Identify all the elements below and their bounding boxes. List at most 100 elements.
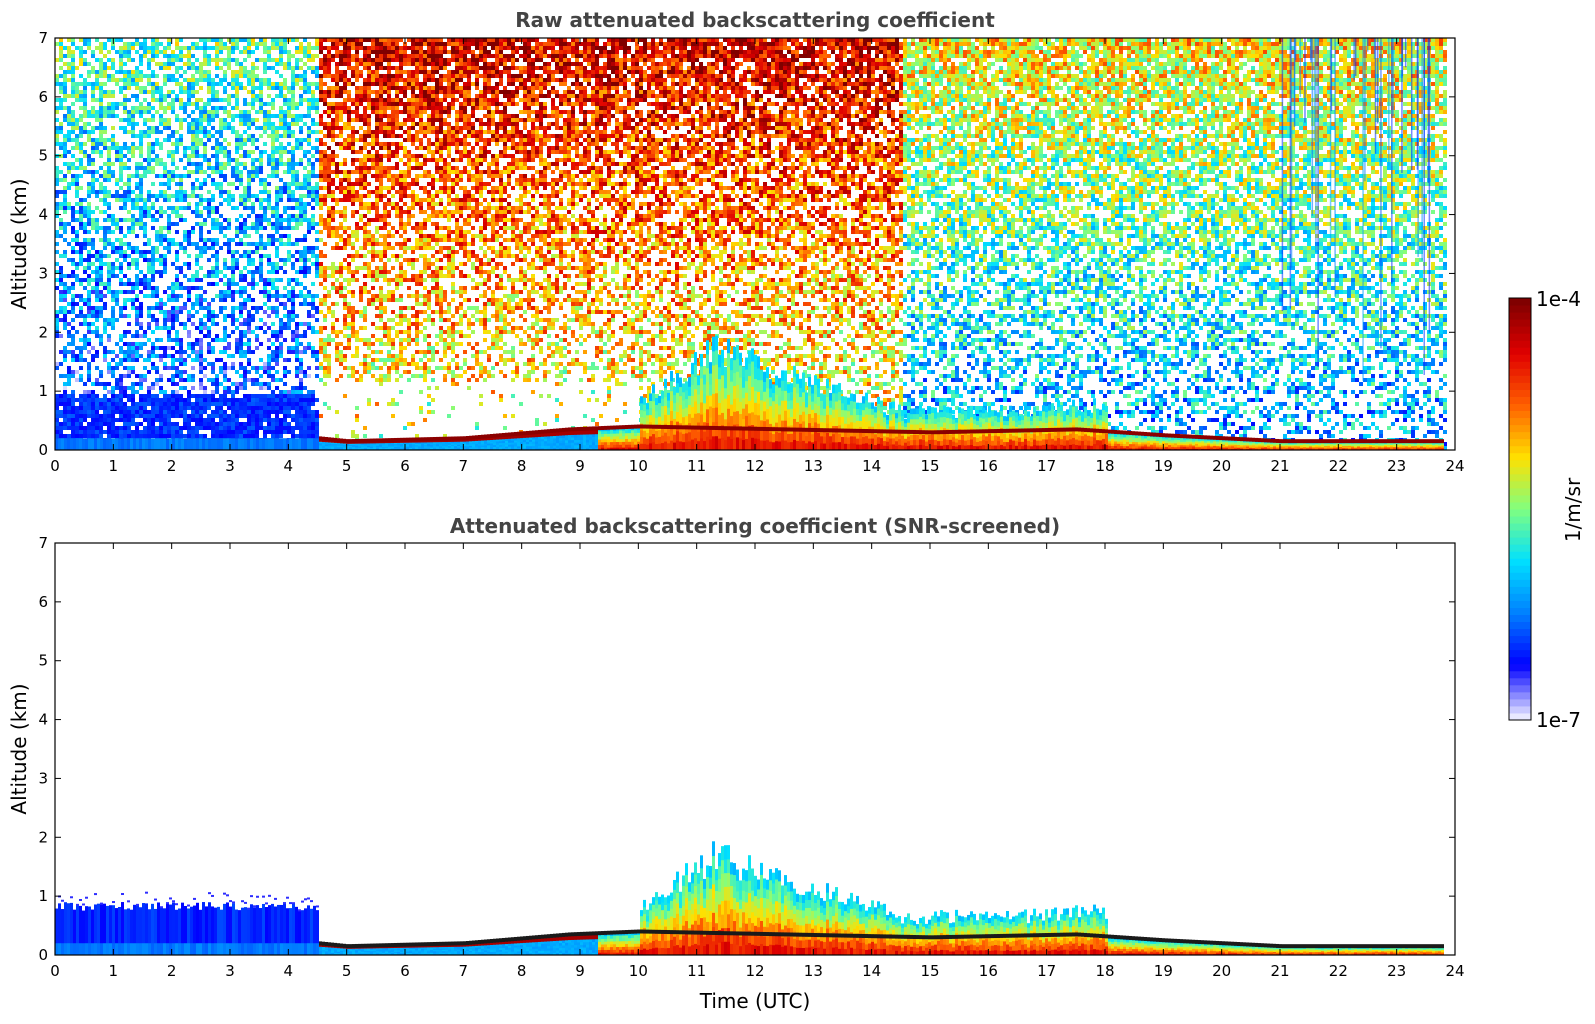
raw-speckle <box>331 274 335 278</box>
raw-speckle <box>335 242 339 246</box>
raw-speckle <box>87 130 91 134</box>
raw-speckle <box>115 142 119 146</box>
raw-speckle <box>303 426 307 430</box>
raw-speckle <box>99 142 103 146</box>
raw-speckle <box>351 334 355 338</box>
raw-speckle <box>95 378 99 382</box>
raw-speckle <box>95 366 99 370</box>
raw-speckle <box>143 222 147 226</box>
raw-speckle <box>263 82 267 86</box>
raw-speckle <box>287 142 291 146</box>
raw-speckle <box>319 218 323 222</box>
raw-speckle <box>347 302 351 306</box>
raw-speckle <box>223 346 227 350</box>
raw-speckle <box>211 82 215 86</box>
raw-speckle <box>331 182 335 186</box>
raw-speckle <box>167 430 171 434</box>
raw-speckle <box>135 38 139 42</box>
raw-speckle <box>339 130 343 134</box>
raw-speckle <box>139 114 143 118</box>
raw-speckle <box>343 214 347 218</box>
raw-speckle <box>75 238 79 242</box>
raw-speckle <box>159 174 163 178</box>
raw-speckle <box>171 142 175 146</box>
raw-speckle <box>167 338 171 342</box>
raw-speckle <box>143 110 147 114</box>
raw-speckle <box>267 174 271 178</box>
raw-speckle <box>127 194 131 198</box>
raw-speckle <box>123 98 127 102</box>
raw-speckle <box>195 270 199 274</box>
raw-speckle <box>55 326 59 330</box>
raw-speckle <box>307 426 311 430</box>
raw-speckle <box>319 114 323 118</box>
raw-speckle <box>111 110 115 114</box>
raw-speckle <box>139 42 143 46</box>
raw-speckle <box>67 130 71 134</box>
raw-speckle <box>251 174 255 178</box>
raw-speckle <box>195 354 199 358</box>
raw-speckle <box>67 134 71 138</box>
raw-speckle <box>83 38 87 42</box>
raw-speckle <box>279 118 283 122</box>
raw-speckle <box>75 278 79 282</box>
raw-speckle <box>55 418 59 422</box>
raw-speckle <box>287 38 291 42</box>
raw-speckle <box>231 426 235 430</box>
raw-speckle <box>155 174 159 178</box>
raw-speckle <box>163 246 167 250</box>
raw-speckle <box>59 54 63 58</box>
raw-speckle <box>135 434 139 438</box>
raw-speckle <box>243 206 247 210</box>
raw-speckle <box>59 434 63 438</box>
raw-speckle <box>231 398 235 402</box>
raw-speckle <box>275 306 279 310</box>
raw-speckle <box>359 102 363 106</box>
raw-speckle <box>107 290 111 294</box>
raw-speckle <box>227 190 231 194</box>
raw-speckle <box>311 434 315 438</box>
raw-speckle <box>107 50 111 54</box>
raw-speckle <box>219 382 223 386</box>
raw-speckle <box>163 418 167 422</box>
raw-speckle <box>227 154 231 158</box>
raw-speckle <box>327 210 331 214</box>
raw-speckle <box>151 254 155 258</box>
raw-speckle <box>131 354 135 358</box>
raw-speckle <box>335 42 339 46</box>
raw-speckle <box>171 314 175 318</box>
raw-speckle <box>367 150 371 154</box>
raw-speckle <box>347 178 351 182</box>
raw-speckle <box>307 142 311 146</box>
raw-speckle <box>315 222 319 226</box>
raw-speckle <box>191 182 195 186</box>
raw-speckle <box>139 162 143 166</box>
raw-speckle <box>375 130 379 134</box>
raw-speckle <box>355 74 359 78</box>
raw-speckle <box>171 178 175 182</box>
raw-speckle <box>271 278 275 282</box>
raw-speckle <box>131 290 135 294</box>
raw-speckle <box>59 202 63 206</box>
raw-speckle <box>167 214 171 218</box>
raw-speckle <box>323 198 327 202</box>
raw-speckle <box>83 62 87 66</box>
raw-speckle <box>55 242 59 246</box>
raw-speckle <box>227 246 231 250</box>
raw-speckle <box>179 98 183 102</box>
raw-speckle <box>231 166 235 170</box>
raw-speckle <box>355 106 359 110</box>
raw-speckle <box>127 86 131 90</box>
raw-speckle <box>359 162 363 166</box>
raw-speckle <box>211 226 215 230</box>
raw-speckle <box>83 414 87 418</box>
raw-speckle <box>147 306 151 310</box>
raw-speckle <box>195 246 199 250</box>
raw-speckle <box>75 190 79 194</box>
raw-speckle <box>335 170 339 174</box>
raw-speckle <box>295 278 299 282</box>
raw-speckle <box>339 118 343 122</box>
raw-speckle <box>243 242 247 246</box>
raw-speckle <box>251 150 255 154</box>
raw-speckle <box>327 38 331 42</box>
